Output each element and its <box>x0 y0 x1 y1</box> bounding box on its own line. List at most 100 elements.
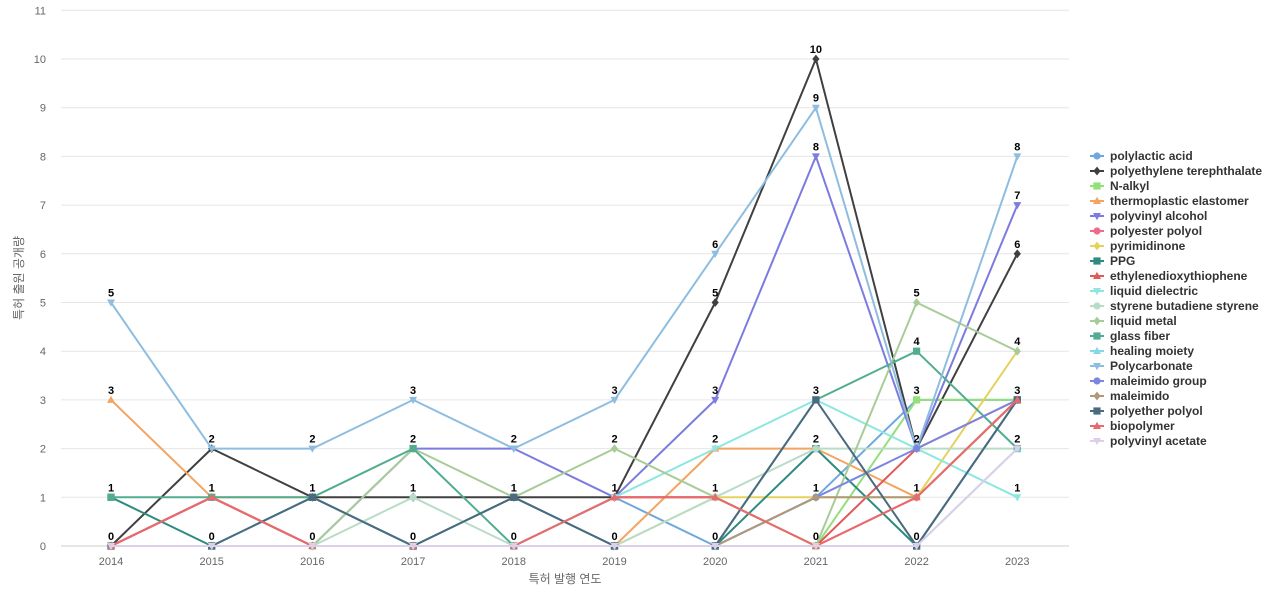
legend-item-polyvinyl-alcohol[interactable]: polyvinyl alcohol <box>1090 209 1207 223</box>
legend-label: N-alkyl <box>1110 179 1149 193</box>
x-tick-label: 2017 <box>401 556 425 568</box>
x-tick-label: 2014 <box>99 556 123 568</box>
legend-item-thermoplastic-elastomer[interactable]: thermoplastic elastomer <box>1090 194 1249 208</box>
data-point-polyvinyl-acetate <box>711 543 720 551</box>
legend-item-polyether-polyol[interactable]: polyether polyol <box>1090 404 1203 418</box>
data-label: 0 <box>410 531 416 543</box>
y-tick-label: 5 <box>40 298 46 310</box>
legend-label: biopolymer <box>1110 419 1175 433</box>
legend-item-polyethylene-terephthalate[interactable]: polyethylene terephthalate <box>1090 164 1262 178</box>
legend-item-polycarbonate[interactable]: Polycarbonate <box>1090 359 1193 373</box>
legend-marker <box>1093 271 1101 279</box>
data-label: 5 <box>712 288 718 300</box>
data-point-glass-fiber <box>913 347 921 355</box>
legend-item-liquid-dielectric[interactable]: liquid dielectric <box>1090 284 1198 298</box>
y-tick-label: 3 <box>40 395 46 407</box>
data-point-polyvinyl-alcohol <box>811 153 820 161</box>
legend-item-ppg[interactable]: PPG <box>1090 254 1135 268</box>
data-point-n-alkyl <box>913 396 921 404</box>
legend-item-styrene-butadiene-styrene[interactable]: styrene butadiene styrene <box>1090 299 1259 313</box>
data-point-polyvinyl-acetate <box>1013 445 1022 453</box>
y-tick-label: 2 <box>40 444 46 456</box>
data-point-biopolymer <box>1013 395 1022 403</box>
legend-item-n-alkyl[interactable]: N-alkyl <box>1090 179 1149 193</box>
data-label: 1 <box>813 482 819 494</box>
data-label: 1 <box>712 482 718 494</box>
legend-label: polyethylene terephthalate <box>1110 164 1262 178</box>
data-label: 0 <box>712 531 718 543</box>
y-tick-label: 8 <box>40 151 46 163</box>
x-tick-label: 2020 <box>703 556 727 568</box>
series-polyvinyl-acetate <box>107 445 1022 551</box>
data-point-liquid-metal <box>913 298 921 307</box>
legend-item-ethylenedioxythiophene[interactable]: ethylenedioxythiophene <box>1090 269 1248 283</box>
x-axis-ticks: 2014 2015 2016 2017 2018 2019 2020 2021 2022 2023 <box>99 556 1030 568</box>
legend-marker <box>1093 257 1101 265</box>
data-point-polycarbonate <box>207 445 216 453</box>
data-label: 3 <box>914 385 920 397</box>
legend-label: Polycarbonate <box>1110 359 1193 373</box>
data-label: 4 <box>914 336 921 348</box>
data-point-styrene-butadiene-styrene <box>409 493 417 501</box>
legend-item-healing-moiety[interactable]: healing moiety <box>1090 344 1194 358</box>
data-point-polycarbonate <box>811 104 820 112</box>
data-label: 3 <box>1014 385 1020 397</box>
legend-item-liquid-metal[interactable]: liquid metal <box>1090 314 1177 328</box>
data-label: 3 <box>410 385 416 397</box>
data-label: 0 <box>511 531 517 543</box>
legend-marker <box>1093 407 1101 415</box>
data-label: 8 <box>813 141 819 153</box>
legend-label: maleimido group <box>1110 374 1207 388</box>
y-tick-label: 7 <box>40 200 46 212</box>
data-label: 10 <box>810 44 822 56</box>
data-point-polycarbonate <box>610 396 619 405</box>
legend-item-glass-fiber[interactable]: glass fiber <box>1090 329 1170 343</box>
legend-marker <box>1093 302 1101 310</box>
data-point-polyethylene-terephthalate <box>812 54 820 64</box>
data-point-polyvinyl-acetate <box>207 543 216 551</box>
data-point-polyvinyl-acetate <box>912 543 921 551</box>
legend-item-polylactic-acid[interactable]: polylactic acid <box>1090 149 1193 163</box>
x-tick-label: 2022 <box>904 556 928 568</box>
legend-marker <box>1093 227 1101 235</box>
legend-marker <box>1093 363 1101 371</box>
data-point-glass-fiber <box>107 493 115 501</box>
series-polycarbonate <box>107 104 1022 453</box>
legend-item-maleimido-group[interactable]: maleimido group <box>1090 374 1207 388</box>
data-point-polyvinyl-alcohol <box>711 396 720 405</box>
legend-item-biopolymer[interactable]: biopolymer <box>1090 419 1175 433</box>
data-label: 1 <box>611 482 617 494</box>
data-point-polycarbonate <box>409 396 418 405</box>
data-label: 7 <box>1014 190 1020 202</box>
data-point-liquid-metal <box>610 444 619 453</box>
data-label: 2 <box>511 434 517 446</box>
data-label: 1 <box>209 482 215 494</box>
legend-marker <box>1093 288 1101 296</box>
data-label: 0 <box>611 531 617 543</box>
data-label: 0 <box>209 531 215 543</box>
series-polyvinyl-alcohol <box>107 153 1022 551</box>
data-point-polycarbonate <box>107 299 115 307</box>
data-label: 4 <box>1014 336 1021 348</box>
x-tick-label: 2023 <box>1005 556 1029 568</box>
data-label: 3 <box>108 385 114 397</box>
data-label: 6 <box>1014 239 1020 251</box>
data-point-polyvinyl-acetate <box>308 543 317 551</box>
data-point-polycarbonate <box>308 445 317 453</box>
series-line-polycarbonate <box>110 106 1019 450</box>
legend-item-polyester-polyol[interactable]: polyester polyol <box>1090 224 1202 238</box>
data-point-maleimido-group <box>913 445 921 453</box>
data-point-polyether-polyol <box>510 493 518 501</box>
data-label: 1 <box>914 482 920 494</box>
legend-item-polyvinyl-acetate[interactable]: polyvinyl acetate <box>1090 434 1207 448</box>
legend-item-pyrimidinone[interactable]: pyrimidinone <box>1090 239 1186 253</box>
data-label: 2 <box>209 434 215 446</box>
data-label: 5 <box>914 288 920 300</box>
data-point-styrene-butadiene-styrene <box>812 445 820 453</box>
legend-label: liquid metal <box>1110 314 1177 328</box>
data-point-polyvinyl-alcohol <box>1013 202 1022 210</box>
legend-item-maleimido[interactable]: maleimido <box>1090 389 1169 403</box>
legend-marker <box>1093 316 1101 326</box>
data-point-liquid-dielectric <box>1013 494 1022 502</box>
